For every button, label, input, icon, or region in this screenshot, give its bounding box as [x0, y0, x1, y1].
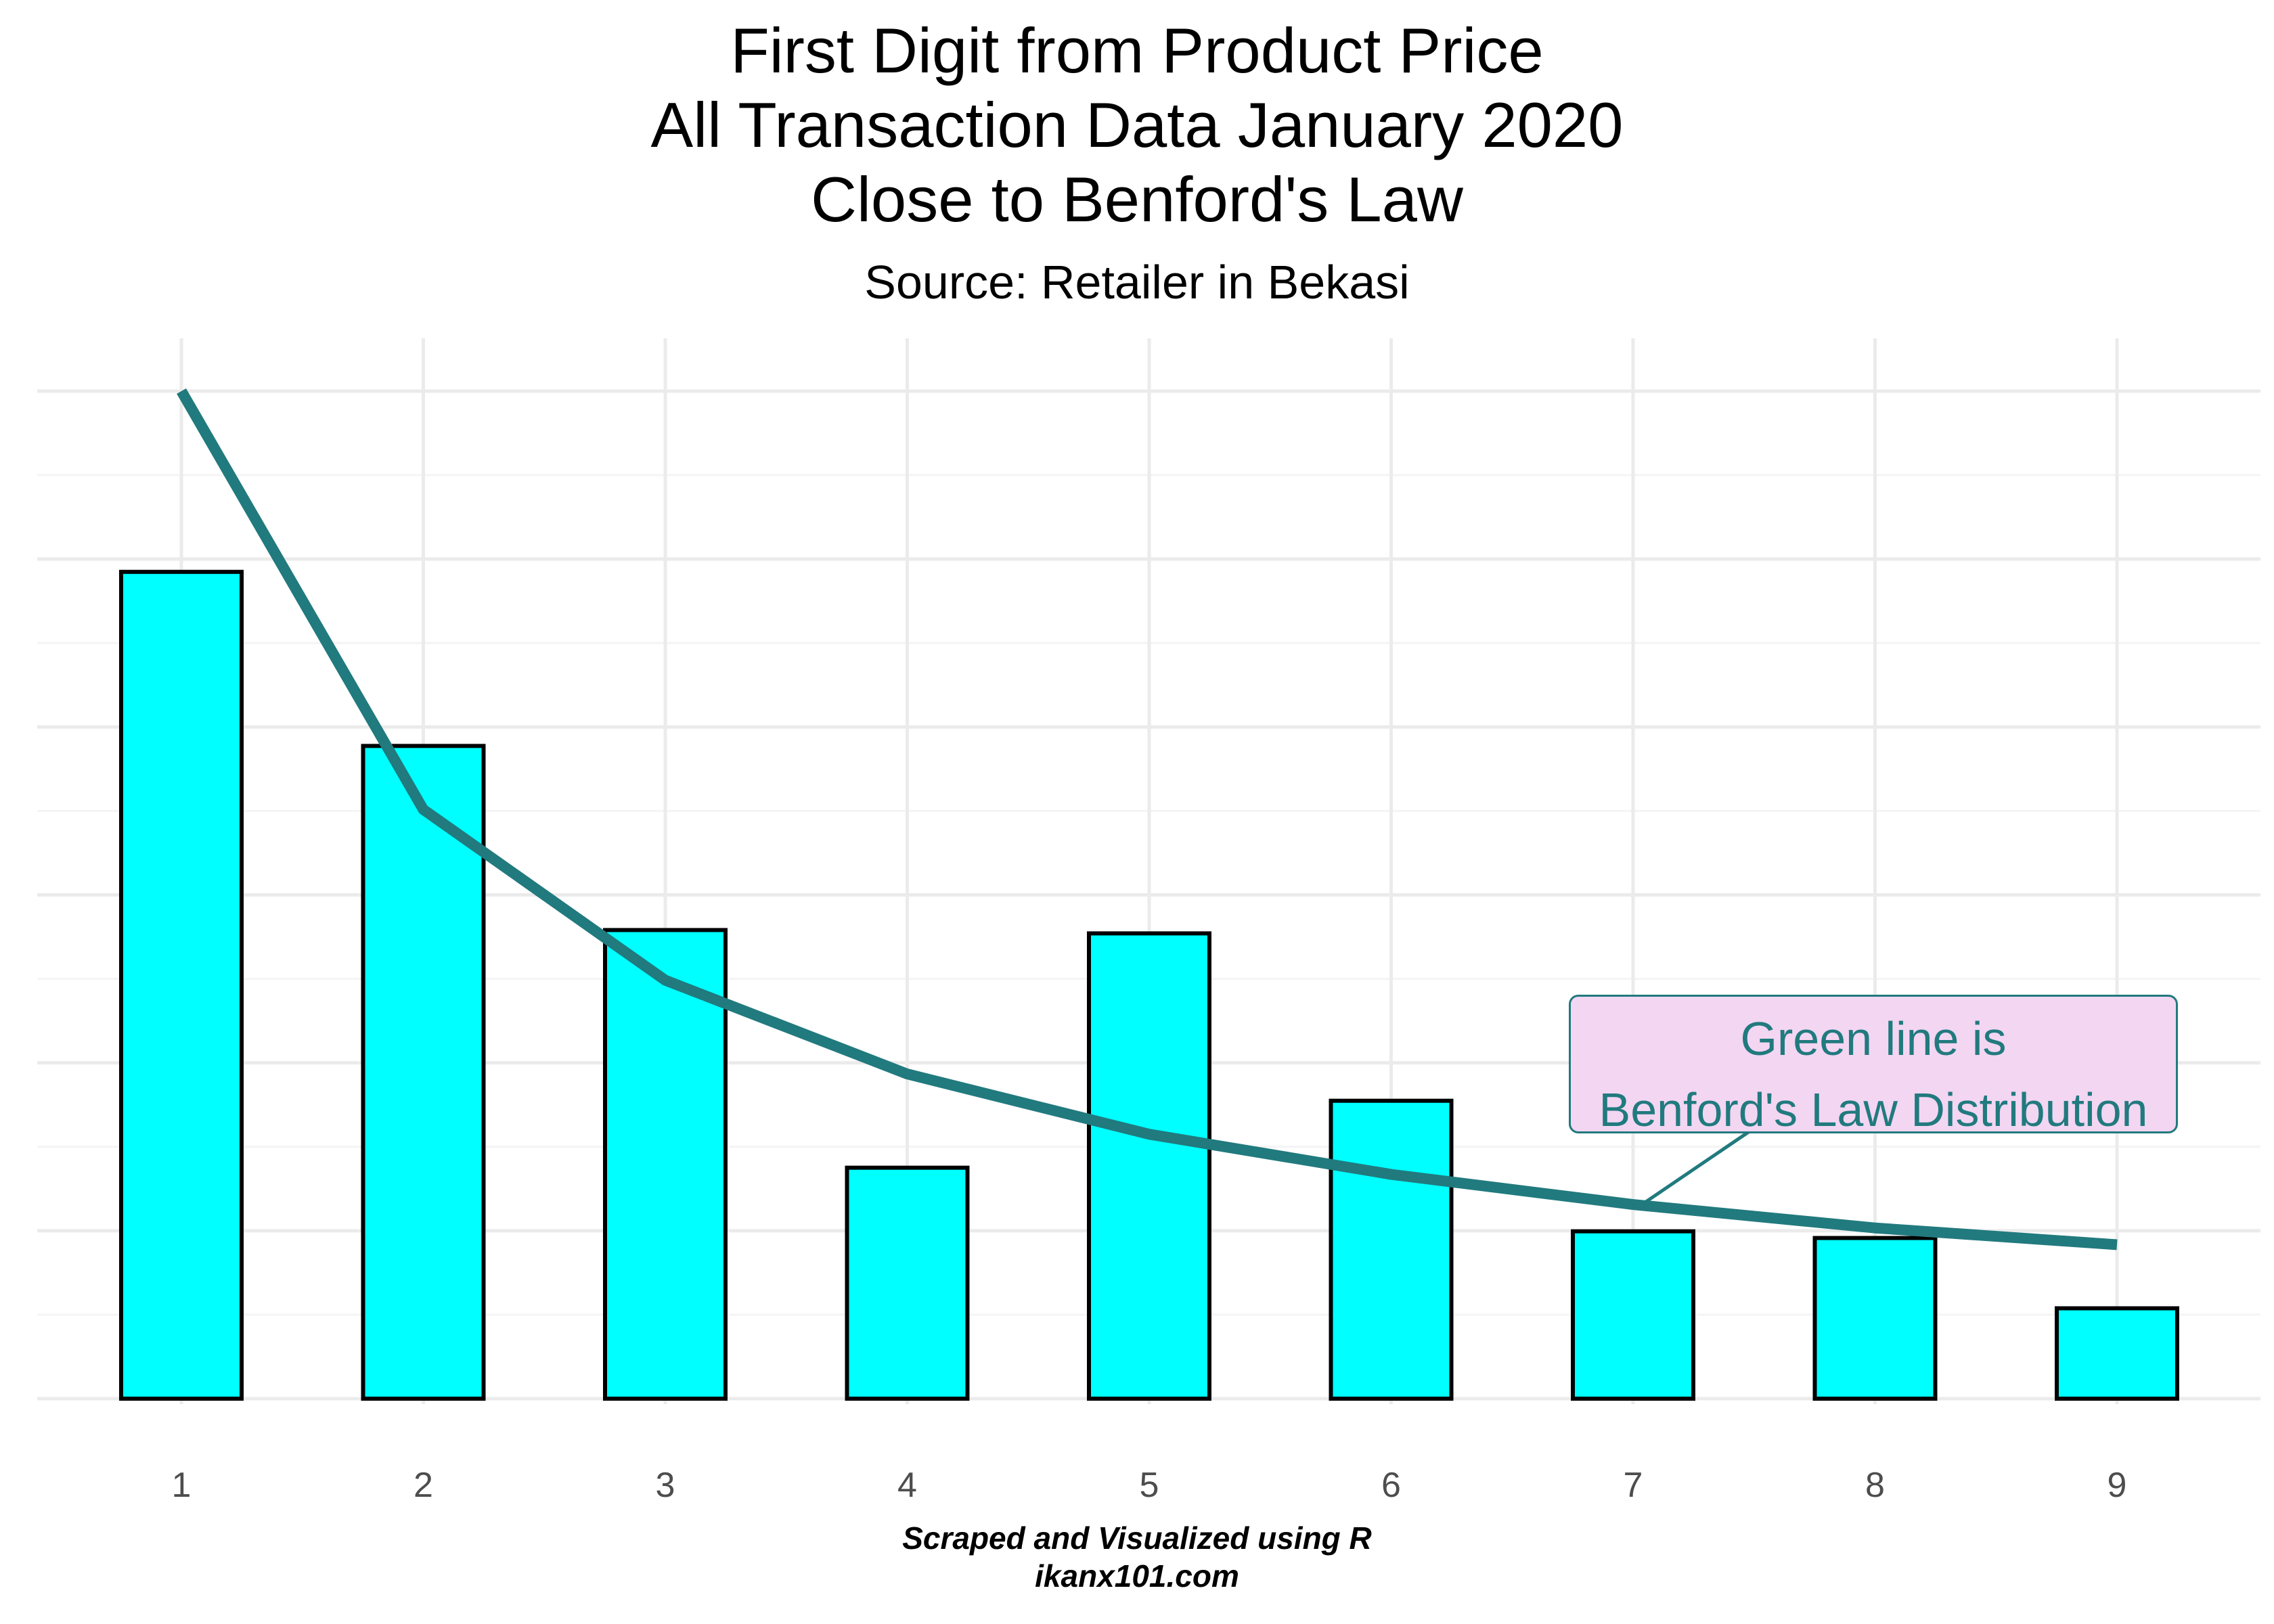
annotation-label: Green line is Benford's Law Distribution: [1569, 995, 2178, 1136]
x-tick-label-2: 2: [414, 1466, 433, 1505]
bars: [119, 570, 2179, 1401]
benford-line: [177, 388, 2118, 1250]
bar-digit-9: [2055, 1306, 2179, 1401]
x-tick-label-8: 8: [1865, 1466, 1885, 1505]
benford-line-layer: [177, 388, 2118, 1250]
annotation-line-1: Green line is: [1740, 1012, 2007, 1065]
chart-title-line-2: All Transaction Data January 2020: [650, 89, 1624, 160]
bar-digit-3: [603, 928, 728, 1401]
bar-digit-4: [845, 1165, 970, 1401]
x-tick-label-6: 6: [1381, 1466, 1401, 1505]
caption-line-1: Scraped and Visualized using R: [902, 1520, 1372, 1556]
annotation-layer: [1638, 1129, 1751, 1208]
chart-caption: Scraped and Visualized using R ikanx101.…: [0, 1519, 2274, 1595]
bar-digit-7: [1571, 1229, 1695, 1401]
bar-digit-1: [119, 570, 244, 1401]
bar-digit-5: [1087, 931, 1211, 1401]
x-tick-label-3: 3: [656, 1466, 675, 1505]
bar-digit-8: [1812, 1236, 1938, 1401]
x-tick-label-9: 9: [2108, 1466, 2127, 1505]
x-tick-label-1: 1: [172, 1466, 192, 1505]
x-tick-label-4: 4: [897, 1466, 917, 1505]
chart-title-line-1: First Digit from Product Price: [730, 15, 1544, 86]
x-tick-label-7: 7: [1624, 1466, 1643, 1505]
caption-line-2: ikanx101.com: [1035, 1558, 1239, 1594]
chart-subtitle: Source: Retailer in Bekasi: [864, 256, 1410, 309]
annotation-pointer: [1638, 1129, 1751, 1208]
chart-titles: First Digit from Product Price All Trans…: [0, 14, 2274, 313]
bar-digit-2: [361, 744, 486, 1401]
annotation-line-2: Benford's Law Distribution: [1599, 1083, 2148, 1136]
bar-digit-6: [1329, 1098, 1454, 1401]
x-tick-label-5: 5: [1140, 1466, 1159, 1505]
chart-title-line-3: Close to Benford's Law: [811, 164, 1463, 235]
x-axis-ticks: 1 2 3 4 5 6 7 8 9: [172, 1466, 2127, 1505]
